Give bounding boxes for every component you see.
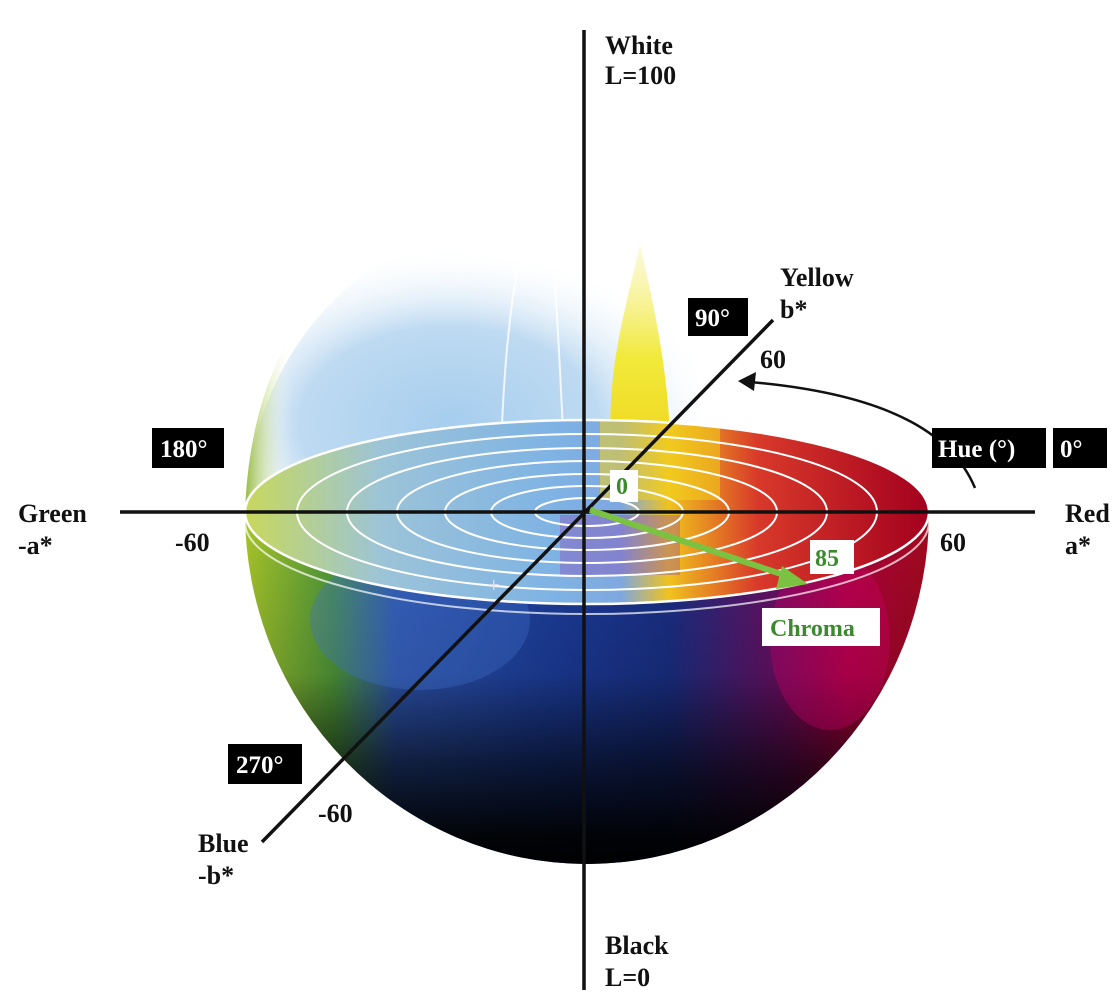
tick-a-positive: 60 — [940, 528, 966, 557]
black-l-label: L=0 — [605, 963, 650, 992]
yellow-label: Yellow — [780, 263, 854, 292]
blue-b-label: -b* — [198, 861, 234, 890]
axes — [120, 30, 1035, 990]
white-l-label: L=100 — [605, 61, 676, 90]
chroma-value-bg — [810, 540, 854, 574]
hue-title-label: Hue (°) — [938, 436, 1015, 463]
tick-b-positive: 60 — [760, 345, 786, 374]
chroma-arrow — [589, 507, 791, 580]
axis-tick-mark: + — [487, 575, 500, 594]
tick-b-negative: -60 — [318, 799, 353, 828]
yellow-b-label: b* — [780, 295, 807, 324]
origin-label: 0 — [616, 474, 628, 500]
hue-90-box — [688, 298, 748, 336]
red-a-label: a* — [1065, 531, 1091, 560]
hue-180-label: 180° — [160, 436, 208, 463]
tick-a-negative: -60 — [175, 528, 210, 557]
green-a-label: -a* — [18, 531, 53, 560]
red-label: Red — [1065, 499, 1110, 528]
hue-180-box — [152, 428, 224, 468]
hue-arrowhead — [738, 372, 756, 391]
yellow-gradient-region — [610, 245, 671, 470]
black-label: Black — [605, 931, 669, 960]
b-axis — [260, 318, 775, 844]
hue-title-box — [932, 428, 1046, 468]
hue-270-label: 270° — [236, 752, 284, 779]
chroma-arrowhead — [776, 566, 808, 589]
chroma-value-label: 85 — [815, 546, 839, 572]
hue-270-box — [228, 744, 302, 784]
blue-label: Blue — [198, 829, 249, 858]
chroma-label: Chroma — [770, 616, 855, 642]
hue-0-label: 0° — [1060, 436, 1083, 463]
green-label: Green — [18, 499, 87, 528]
hue-90-label: 90° — [695, 305, 730, 332]
origin-label-bg — [610, 470, 638, 502]
chroma-label-bg — [762, 608, 880, 646]
hue-0-box — [1053, 428, 1107, 468]
hue-arrow — [749, 380, 977, 489]
white-label: White — [605, 31, 673, 60]
